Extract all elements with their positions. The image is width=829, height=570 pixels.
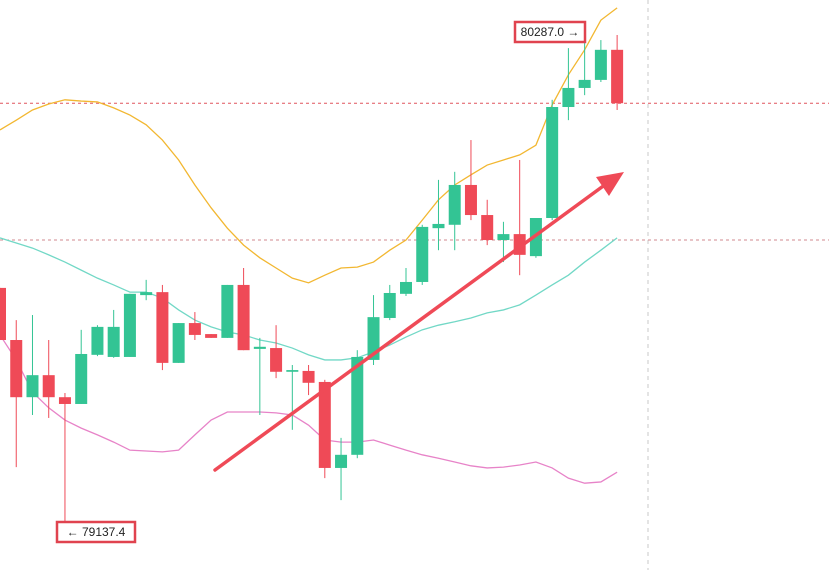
candle-body [253,346,266,349]
candle-body [0,287,6,341]
candle-body [400,281,412,294]
candle-body [611,49,624,104]
candle-body [156,292,169,363]
candle-body [286,370,299,372]
band-line [0,7,618,284]
candle-body [578,79,591,88]
candle-body [367,317,380,360]
candle-body [10,340,23,398]
price-label: 80287.0 → [521,25,580,39]
candle-body [188,323,201,335]
candle-body [594,49,607,80]
candle-body [140,292,153,296]
trend-arrow [213,172,624,472]
price-label-box [55,520,137,544]
candle-body [464,184,477,216]
price-label: ← 79137.4 [67,525,126,539]
candle-body [335,454,348,468]
candle-body [172,323,185,363]
candle-body [416,226,429,282]
candle-body [481,215,494,241]
candle-body [75,353,88,404]
candle-body [123,293,136,357]
candle-body [302,370,315,383]
candle-body [107,326,120,357]
band-line [0,237,618,361]
candle-body [432,223,445,229]
price-label-box [513,20,587,44]
candle-body [497,234,510,241]
candle-body [26,375,39,398]
band-line [0,334,618,484]
candle-body [448,184,461,225]
candle-body [42,375,55,398]
candle-body [318,381,331,468]
candle-body [562,87,575,108]
candle-body [205,334,218,338]
candle-body [221,284,234,338]
candle-body [91,326,104,355]
candle-body [546,107,559,219]
candle-body [237,284,250,351]
candle-body [270,348,283,372]
candle-body [383,292,396,318]
candle-body [351,356,364,455]
candle-body [58,397,71,404]
